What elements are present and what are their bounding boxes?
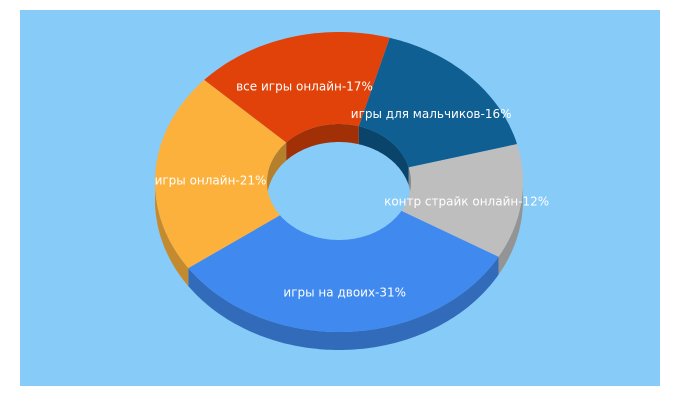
slice-inner-wall: [358, 126, 409, 186]
slice: [358, 37, 517, 168]
slice-sides: [155, 124, 523, 350]
slice-outer-wall: [498, 182, 523, 275]
slice: [401, 144, 523, 257]
slice-label: все игры онлайн-17%: [236, 79, 373, 93]
slice: [204, 32, 390, 143]
slice-outer-wall: [155, 182, 189, 287]
slice-tops: [155, 32, 523, 332]
slice: [155, 79, 287, 269]
slice-outer-wall: [188, 256, 499, 350]
slice-label: игры онлайн-21%: [155, 173, 267, 187]
slice: [188, 210, 499, 332]
slice-label: игры для мальчиков-16%: [351, 107, 512, 121]
slice-inner-wall: [267, 142, 287, 200]
slice-label: игры на двоих-31%: [283, 285, 406, 299]
slice-label: контр страйк онлайн-12%: [384, 194, 549, 208]
slice-inner-wall: [286, 124, 359, 161]
